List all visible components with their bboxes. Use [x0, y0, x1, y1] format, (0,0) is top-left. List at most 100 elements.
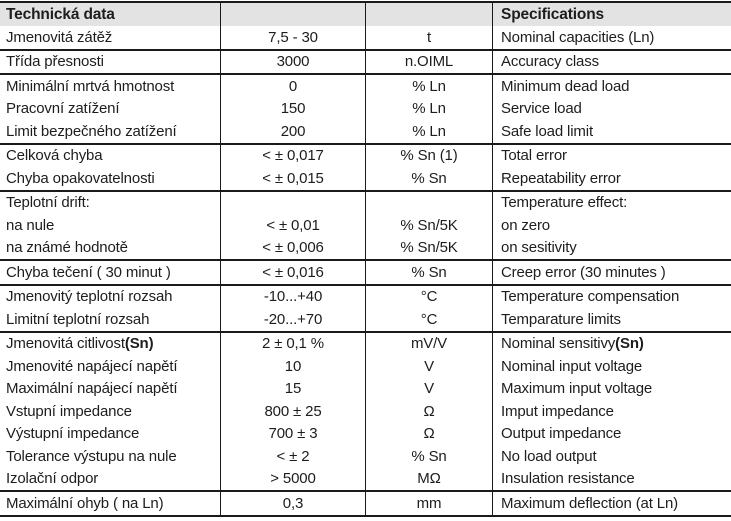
parameter-english-text: Nominal capacities (Ln) — [501, 28, 655, 46]
parameter-english: No load output — [492, 445, 731, 468]
value-text: 700 ± 3 — [268, 425, 318, 443]
parameter-czech: Jmenovitá citlivost (Sn) — [0, 333, 220, 356]
table-row: Teplotní drift: Temperature effect: — [0, 191, 731, 215]
value-text: < ± 0,016 — [262, 263, 324, 281]
parameter-english-text: on sesitivity — [501, 239, 577, 257]
table-body: Jmenovitá zátěž 7,5 - 30 t Nominal capaciti… — [0, 26, 731, 515]
parameter-english-text: No load output — [501, 447, 597, 465]
parameter-english-text: Creep error (30 minutes ) — [501, 263, 666, 281]
parameter-english-text: Temparature limits — [501, 310, 621, 328]
unit: % Ln — [365, 97, 492, 120]
parameter-english-text: Nominal sensitivy — [501, 335, 616, 353]
unit — [365, 191, 492, 214]
value: 2 ± 0,1 % — [220, 332, 365, 355]
value: -10...+40 — [220, 285, 365, 308]
parameter-czech-text: Maximální napájecí napětí — [6, 380, 178, 398]
parameter-czech-text: Jmenovitá citlivost — [6, 335, 125, 353]
parameter-czech: Izolační odpor — [0, 468, 220, 491]
unit: Ω — [365, 400, 492, 423]
parameter-czech-bold-text: (Sn) — [124, 335, 154, 353]
parameter-czech: Maximální ohyb ( na Ln) — [0, 492, 220, 515]
parameter-english-bold-text: (Sn) — [615, 335, 644, 353]
header-czech-title: Technická data — [6, 5, 115, 23]
value: < ± 0,016 — [220, 261, 365, 284]
parameter-english: Temperature effect: — [492, 191, 731, 214]
table-row: Třída přesnosti 3000 n.OIML Accuracy class — [0, 50, 731, 74]
unit: mm — [365, 492, 492, 515]
table-row: Tolerance výstupu na nule < ± 2 % Sn No loa… — [0, 445, 731, 468]
table-row: Vstupní impedance 800 ± 25 Ω Imput impedanc… — [0, 400, 731, 423]
unit: % Ln — [365, 75, 492, 98]
unit-text: Ω — [423, 425, 435, 443]
value-text: 3000 — [276, 53, 310, 71]
parameter-english: Insulation resistance — [492, 467, 731, 490]
value-text: 800 ± 25 — [264, 402, 322, 420]
parameter-english-text: Accuracy class — [501, 53, 599, 71]
parameter-czech: Chyba opakovatelnosti — [0, 167, 220, 190]
parameter-czech-text: Limitní teplotní rozsah — [6, 310, 150, 328]
unit: MΩ — [365, 467, 492, 490]
table-row: na nule < ± 0,01 % Sn/5K on zero — [0, 214, 731, 237]
value-text: < ± 0,015 — [262, 169, 324, 187]
parameter-czech: Vstupní impedance — [0, 400, 220, 423]
parameter-english: Service load — [492, 97, 731, 120]
parameter-czech: Maximální napájecí napětí — [0, 378, 220, 401]
parameter-english-text: Temperature compensation — [501, 288, 680, 306]
parameter-english-text: Maximum deflection (at Ln) — [501, 494, 679, 512]
parameter-czech: Pracovní zatížení — [0, 98, 220, 121]
table-group: Minimální mrtvá hmotnost 0 % Ln Minimum dea… — [0, 75, 731, 145]
unit: Ω — [365, 422, 492, 445]
value-text: -10...+40 — [263, 288, 323, 306]
table-row: Minimální mrtvá hmotnost 0 % Ln Minimum dea… — [0, 75, 731, 98]
value: < ± 0,006 — [220, 236, 365, 259]
parameter-czech-text: Pracovní zatížení — [6, 100, 120, 118]
unit: V — [365, 355, 492, 378]
parameter-czech: Jmenovitý teplotní rozsah — [0, 286, 220, 309]
unit: °C — [365, 308, 492, 331]
value: 0,3 — [220, 492, 365, 515]
parameter-czech: Třída přesnosti — [0, 51, 220, 74]
unit-text: % Sn (1) — [400, 147, 458, 165]
parameter-czech-text: Teplotní drift: — [6, 194, 90, 212]
value: < ± 0,01 — [220, 214, 365, 237]
unit-text: n.OIML — [404, 53, 454, 71]
unit: n.OIML — [365, 50, 492, 73]
unit-text: % Sn — [411, 447, 447, 465]
parameter-czech: Celková chyba — [0, 145, 220, 168]
parameter-czech-text: Výstupní impedance — [6, 425, 140, 443]
table-row: Jmenovitý teplotní rozsah -10...+40 °C Temp… — [0, 285, 731, 309]
table-row: Chyba tečení ( 30 minut ) < ± 0,016 % Sn Cr… — [0, 261, 731, 284]
value: 700 ± 3 — [220, 422, 365, 445]
parameter-english: Temparature limits — [492, 308, 731, 331]
parameter-english-text: Repeatability error — [501, 169, 621, 187]
unit-text: % Sn — [411, 263, 447, 281]
table-group: Celková chyba < ± 0,017 % Sn (1) Total erro… — [0, 144, 731, 192]
value-text: < ± 2 — [276, 447, 310, 465]
table-row: Celková chyba < ± 0,017 % Sn (1) Total erro… — [0, 144, 731, 168]
value-text: < ± 0,01 — [266, 216, 320, 234]
value-text: 2 ± 0,1 % — [262, 335, 324, 353]
unit: mV/V — [365, 332, 492, 355]
parameter-czech-text: Tolerance výstupu na nule — [6, 447, 177, 465]
header-value-column — [220, 3, 365, 26]
table-row: Maximální napájecí napětí 15 V Maximum inpu… — [0, 377, 731, 401]
table-row: Chyba opakovatelnosti < ± 0,015 % Sn Repeat… — [0, 167, 731, 190]
unit-text: V — [424, 380, 434, 398]
parameter-czech-text: Jmenovitá zátěž — [6, 28, 113, 46]
unit-text: % Ln — [412, 100, 446, 118]
parameter-czech: Teplotní drift: — [0, 192, 220, 215]
parameter-english: Temperature compensation — [492, 285, 731, 308]
value: -20...+70 — [220, 308, 365, 331]
parameter-english: Nominal input voltage — [492, 355, 731, 378]
parameter-czech-text: Vstupní impedance — [6, 402, 132, 420]
table-group: Jmenovitá citlivost (Sn) 2 ± 0,1 % mV/V Nom… — [0, 332, 731, 492]
parameter-czech-text: Maximální ohyb ( na Ln) — [6, 494, 164, 512]
unit-text: MΩ — [417, 470, 441, 488]
value: 800 ± 25 — [220, 400, 365, 423]
value: 3000 — [220, 50, 365, 73]
parameter-english: Maximum deflection (at Ln) — [492, 492, 731, 515]
value: 10 — [220, 355, 365, 378]
table-row: Maximální ohyb ( na Ln) 0,3 mm Maximum defl… — [0, 492, 731, 515]
